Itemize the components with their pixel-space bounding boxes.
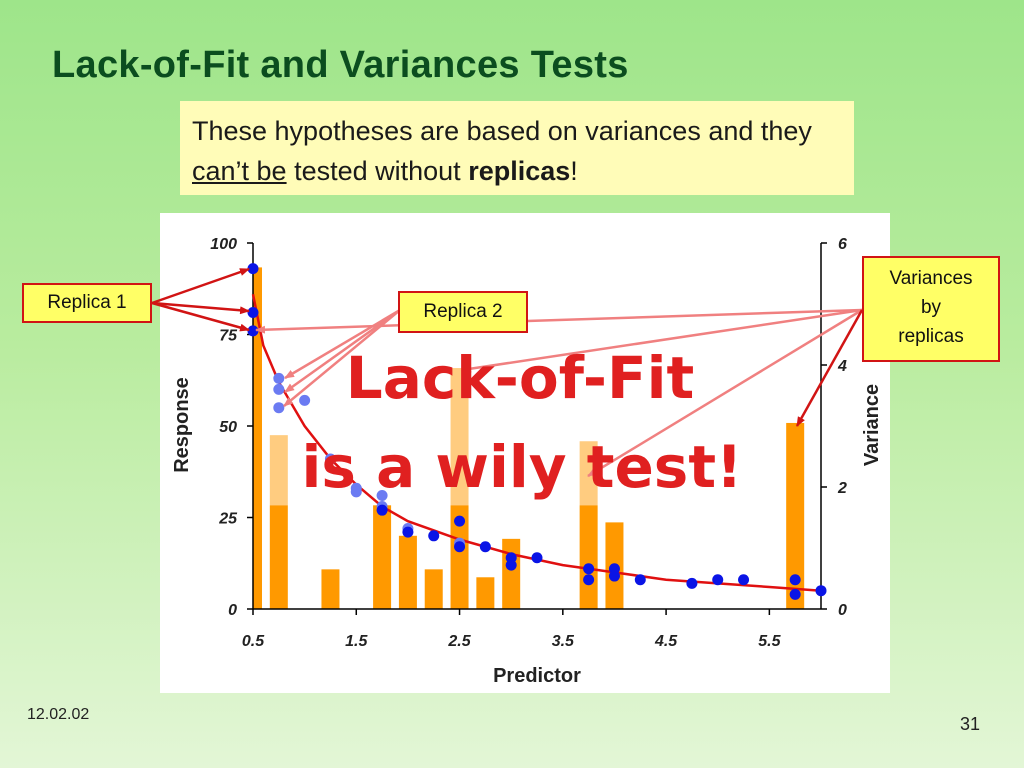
variance-bar-9 <box>579 505 598 609</box>
note-bold-text: replicas <box>468 156 571 186</box>
y-tick-label-1: 25 <box>218 511 238 528</box>
x-tick-label-0: 0.5 <box>242 633 265 650</box>
replica1-point-13 <box>583 574 595 586</box>
variance-bar-0 <box>253 267 262 609</box>
y2-tick-label-2: 4 <box>837 358 847 375</box>
variances-callout-line-2: by <box>920 297 942 318</box>
note-text-1: These hypotheses are based on variances … <box>192 116 812 146</box>
replica2-callout: Replica 2 <box>398 291 528 333</box>
replica1-point-8 <box>479 541 491 553</box>
y-tick-label-2: 50 <box>219 419 237 436</box>
replica1-point-10 <box>505 559 517 571</box>
slide-number: 31 <box>960 714 981 734</box>
replica1-point-7 <box>454 541 466 553</box>
replica1-point-11 <box>531 552 543 564</box>
slide-title: Lack-of-Fit and Variances Tests <box>52 44 629 86</box>
x-tick-label-1: 1.5 <box>345 633 368 650</box>
replica1-point-5 <box>428 530 440 542</box>
variance-bar-3 <box>373 505 392 609</box>
note-text-2: tested without <box>286 156 469 186</box>
replica1-point-22 <box>815 585 827 597</box>
replica2-point-6 <box>350 486 362 498</box>
variance-bar-11 <box>786 422 805 609</box>
replica1-point-15 <box>608 570 620 582</box>
variance-bar-1 <box>269 505 288 609</box>
x-tick-label-5: 5.5 <box>758 633 781 650</box>
variances-callout-line-3: replicas <box>898 326 964 347</box>
replica1-point-4 <box>402 526 414 538</box>
variances-callout: Variances by replicas <box>862 256 1000 362</box>
y-tick-label-4: 100 <box>210 236 237 253</box>
variance-bar-7 <box>476 577 495 609</box>
variances-arrow-0 <box>255 308 863 334</box>
variance-bar-4 <box>398 535 417 609</box>
x-axis-title: Predictor <box>493 665 581 687</box>
replica1-arrow-2 <box>151 301 250 332</box>
variances-arrow-2 <box>587 308 863 478</box>
variances-callout-line-1: Variances <box>889 268 973 289</box>
replica1-arrow-0 <box>151 267 250 305</box>
replica2-point-7 <box>376 490 388 502</box>
replica2-arrow-0 <box>284 308 401 380</box>
y-tick-label-3: 75 <box>219 328 238 345</box>
y2-tick-label-0: 0 <box>838 602 847 619</box>
variances-arrow-3 <box>795 309 864 427</box>
replica1-point-19 <box>738 574 750 586</box>
y2-tick-label-3: 6 <box>838 236 847 253</box>
replica1-point-0 <box>247 263 259 275</box>
replica1-point-12 <box>583 563 595 575</box>
replica1-callout: Replica 1 <box>22 283 152 323</box>
y-axis-title: Response <box>171 377 193 473</box>
replica1-point-1 <box>247 307 259 319</box>
replica2-point-2 <box>273 402 285 414</box>
variance-bar-8 <box>502 538 521 609</box>
x-tick-label-2: 2.5 <box>447 633 471 650</box>
variances-arrow-1 <box>461 308 863 373</box>
replica1-point-6 <box>454 515 466 527</box>
overlay-line-2: is a wily test! <box>301 433 742 501</box>
note-text-3: ! <box>570 156 578 186</box>
variance-bar-light-1 <box>269 435 288 506</box>
variance-bar-light-6 <box>450 368 469 506</box>
slide-date: 12.02.02 <box>27 706 90 723</box>
variance-bar-6 <box>450 505 469 609</box>
variance-bar-2 <box>321 569 340 609</box>
replica1-point-17 <box>686 577 698 589</box>
x-tick-label-3: 3.5 <box>552 633 575 650</box>
replica1-point-3 <box>376 504 388 516</box>
replica1-arrow-1 <box>151 301 250 315</box>
hypotheses-note: These hypotheses are based on variances … <box>180 101 854 195</box>
replica1-point-18 <box>712 574 724 586</box>
overlay-line-1: Lack-of-Fit <box>346 344 694 412</box>
replica2-point-1 <box>273 383 285 395</box>
replica2-arrow-1 <box>284 308 401 394</box>
x-tick-label-4: 4.5 <box>654 633 678 650</box>
note-underlined-text: can’t be <box>192 156 287 186</box>
y-tick-label-0: 0 <box>228 602 237 619</box>
variance-bar-5 <box>424 569 443 609</box>
replica1-point-16 <box>634 574 646 586</box>
y2-axis-title: Variance <box>861 384 883 466</box>
replica2-point-0 <box>273 372 285 384</box>
replica2-point-4 <box>324 453 336 465</box>
y2-tick-label-1: 2 <box>837 480 847 497</box>
replica1-point-20 <box>789 574 801 586</box>
replica2-point-3 <box>299 394 311 406</box>
replica1-point-21 <box>789 588 801 600</box>
